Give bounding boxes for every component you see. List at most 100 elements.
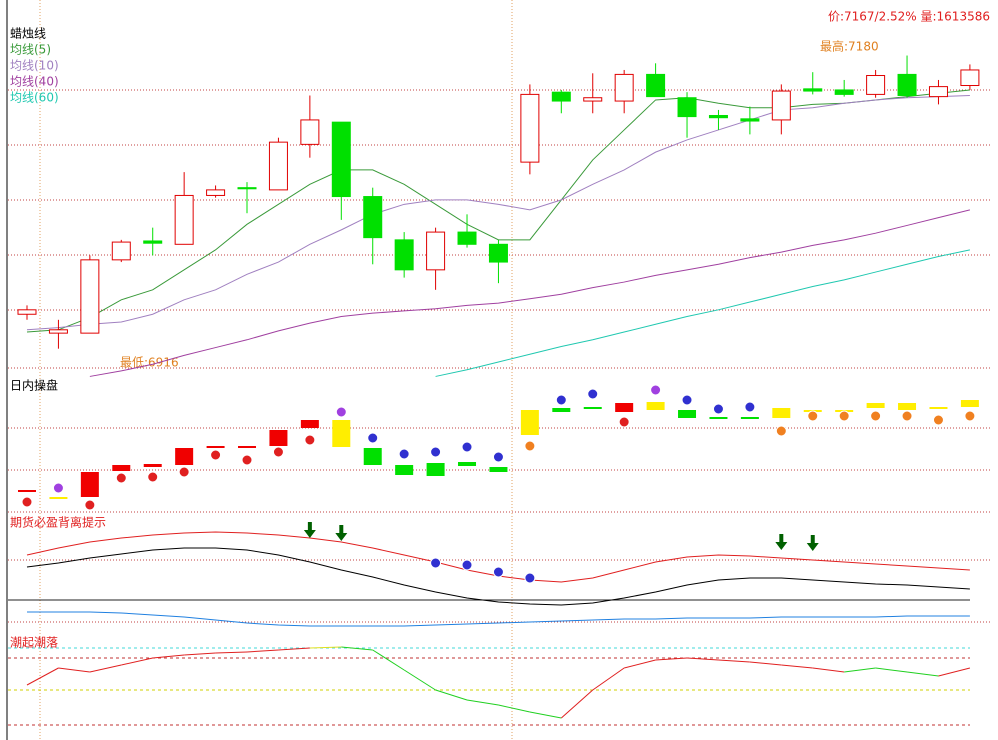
- signal-dot: [775, 425, 787, 437]
- candle-body: [897, 73, 917, 97]
- legend-item: 均线(5): [10, 43, 51, 57]
- candle-body: [866, 75, 886, 95]
- tide-segment: [372, 649, 405, 671]
- tide-segment: [844, 667, 876, 673]
- tide-segment: [781, 664, 813, 669]
- signal-bar: [143, 464, 162, 467]
- signal-bar: [18, 490, 36, 492]
- signal-bar: [866, 403, 885, 408]
- candle-body: [331, 121, 351, 198]
- signal-bar: [772, 408, 791, 418]
- legend-item: 均线(10): [10, 59, 59, 73]
- signal-bar: [709, 417, 728, 419]
- tide-segment: [718, 659, 750, 663]
- candle-body: [583, 97, 603, 102]
- candle-body: [394, 239, 414, 271]
- candle-body: [551, 91, 571, 102]
- candle-body: [17, 309, 37, 315]
- indicator-line: [27, 611, 970, 627]
- candle-body: [960, 69, 980, 87]
- signal-dot: [964, 410, 976, 422]
- signal-dot: [241, 454, 253, 466]
- signal-bar: [238, 446, 257, 448]
- signal-dot: [555, 394, 567, 406]
- down-arrow: [335, 525, 348, 541]
- signal-dot: [21, 496, 33, 508]
- signal-bar: [269, 430, 288, 446]
- tide-segment: [435, 689, 468, 701]
- candle-body: [426, 231, 446, 271]
- candle-body: [111, 241, 131, 261]
- tide-segment: [26, 667, 59, 686]
- candle-body: [300, 119, 320, 145]
- signal-bar: [49, 497, 68, 499]
- tide-segment: [906, 671, 939, 677]
- signal-bar: [112, 465, 131, 471]
- signal-dot: [524, 572, 536, 584]
- down-arrow: [806, 535, 819, 551]
- signal-dot: [52, 482, 64, 494]
- header: 价:7167/2.52% 量:1613586: [828, 10, 990, 24]
- signal-bar: [300, 420, 319, 428]
- signal-bar: [898, 403, 917, 410]
- signal-bar: [552, 408, 571, 412]
- candle-body: [143, 240, 163, 244]
- candle-body: [488, 243, 508, 263]
- signal-dot: [335, 406, 347, 418]
- ma-line: [89, 209, 971, 377]
- tide-segment: [466, 699, 499, 706]
- legend-item: 均线(60): [10, 91, 59, 105]
- signal-bar: [458, 462, 477, 466]
- signal-dot: [492, 566, 504, 578]
- candle-body: [363, 196, 383, 239]
- low-label: 最低:6916: [120, 356, 179, 370]
- signal-dot: [430, 557, 442, 569]
- signal-dot: [744, 401, 756, 413]
- signal-dot: [650, 384, 662, 396]
- tide-segment: [624, 659, 656, 669]
- tide-segment: [938, 667, 971, 677]
- candle-body: [708, 114, 728, 119]
- panel-title: 潮起潮落: [10, 635, 58, 650]
- signal-dot: [870, 410, 882, 422]
- tide-segment: [278, 647, 310, 651]
- candle-body: [771, 90, 791, 121]
- tide-segment: [403, 669, 436, 691]
- tide-segment: [58, 667, 90, 673]
- signal-bar: [395, 465, 414, 475]
- panel-title: 期货必盈背离提示: [10, 515, 106, 530]
- candle-body: [174, 194, 194, 245]
- tide-segment: [498, 704, 530, 713]
- tide-segment: [875, 667, 908, 673]
- tide-segment: [560, 689, 594, 719]
- candle-body: [740, 118, 760, 122]
- candle-body: [928, 86, 948, 98]
- candle-body: [646, 73, 666, 98]
- signal-bar: [489, 467, 508, 472]
- signal-dot: [681, 394, 693, 406]
- signal-bar: [80, 472, 99, 497]
- signal-dot: [712, 403, 724, 415]
- candle-body: [520, 93, 540, 163]
- signal-dot: [210, 449, 222, 461]
- signal-bar: [929, 407, 948, 409]
- tide-segment: [812, 667, 845, 673]
- candle-body: [48, 329, 68, 334]
- signal-bar: [615, 403, 634, 412]
- ma-line: [26, 95, 970, 331]
- signal-bar: [678, 410, 697, 418]
- signal-dot: [492, 451, 504, 463]
- tide-segment: [309, 646, 342, 649]
- signal-dot: [147, 471, 159, 483]
- signal-dot: [524, 440, 536, 452]
- signal-bar: [206, 446, 225, 448]
- tide-segment: [246, 649, 279, 653]
- signal-dot: [272, 446, 284, 458]
- signal-bar: [332, 420, 351, 447]
- candle-body: [268, 141, 288, 191]
- candle-body: [677, 97, 697, 118]
- candle-body: [834, 89, 854, 95]
- signal-dot: [618, 416, 630, 428]
- signal-dot: [115, 472, 127, 484]
